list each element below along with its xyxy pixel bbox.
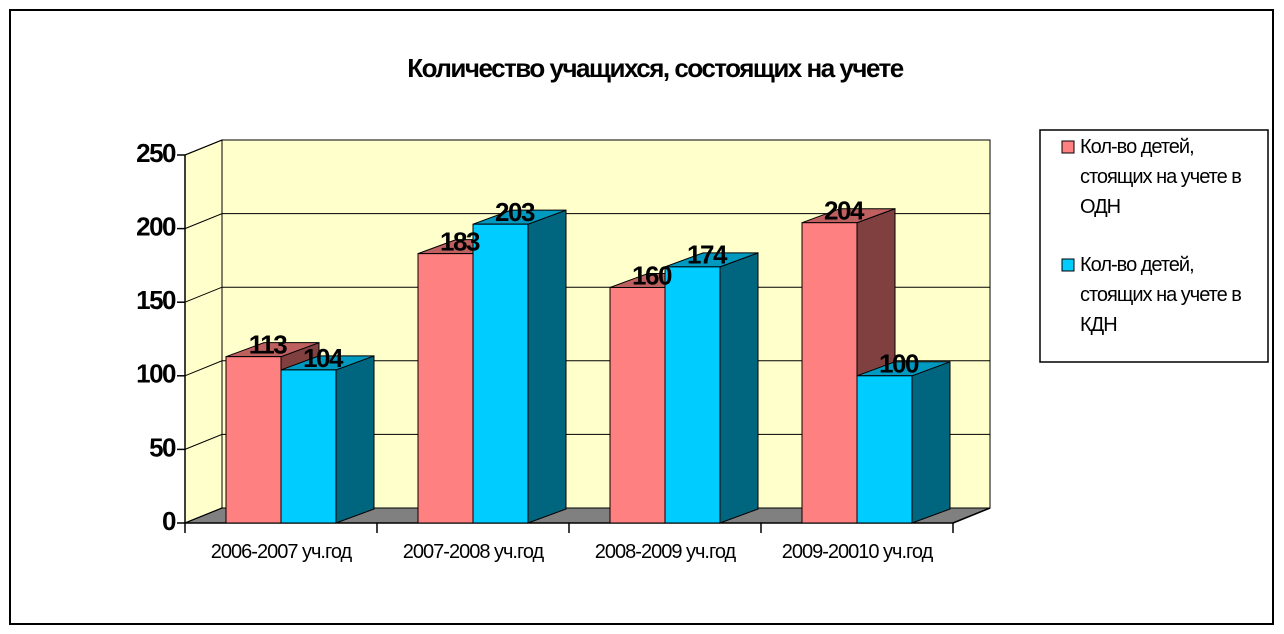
data-label: 203 bbox=[495, 197, 535, 227]
data-label: 174 bbox=[687, 240, 728, 270]
bar bbox=[280, 369, 337, 524]
y-tick-label: 0 bbox=[162, 506, 176, 536]
data-label: 113 bbox=[249, 330, 287, 360]
side-wall bbox=[184, 139, 223, 524]
data-label: 100 bbox=[879, 349, 919, 379]
legend-label: Кол-во детей, стоящих на учете в КДН bbox=[1080, 254, 1242, 336]
x-tick-label: 2008-2009 уч.год bbox=[594, 541, 736, 563]
bar bbox=[801, 222, 858, 524]
data-label: 104 bbox=[303, 343, 344, 373]
legend-swatch bbox=[1061, 140, 1075, 154]
bar bbox=[609, 286, 666, 524]
legend-swatch bbox=[1061, 258, 1075, 272]
x-tick-label: 2006-2007 уч.год bbox=[210, 541, 352, 563]
bar bbox=[225, 356, 282, 524]
bar bbox=[664, 266, 721, 524]
x-tick-label: 2009-20010 уч.год bbox=[781, 541, 934, 563]
bar-side bbox=[527, 209, 567, 524]
legend-box bbox=[1039, 129, 1269, 363]
x-axis-depth bbox=[952, 507, 991, 524]
bar bbox=[472, 223, 529, 524]
grid-line bbox=[184, 139, 990, 156]
x-tick-label: 2007-2008 уч.год bbox=[402, 541, 544, 563]
y-tick-label: 50 bbox=[149, 432, 176, 462]
data-label: 160 bbox=[632, 260, 672, 290]
bar bbox=[417, 253, 474, 524]
data-label: 204 bbox=[824, 196, 865, 226]
bar bbox=[856, 375, 913, 524]
y-tick-label: 250 bbox=[136, 138, 176, 168]
grid-line bbox=[184, 213, 990, 230]
y-tick-label: 150 bbox=[136, 285, 176, 315]
legend-label: Кол-во детей, стоящих на учете в ОДН bbox=[1080, 136, 1242, 218]
data-label: 183 bbox=[440, 226, 480, 256]
chart-title: Количество учащихся, состоящих на учете bbox=[407, 53, 904, 83]
y-tick-label: 100 bbox=[136, 359, 176, 389]
y-tick-label: 200 bbox=[136, 211, 176, 241]
bar-side bbox=[335, 355, 375, 524]
bar-side bbox=[719, 252, 759, 524]
bar-side bbox=[911, 361, 951, 524]
